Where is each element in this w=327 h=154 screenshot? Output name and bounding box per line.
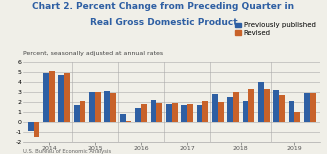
Bar	[187, 104, 193, 122]
Bar	[218, 102, 224, 122]
Bar	[64, 73, 70, 122]
Bar	[95, 92, 101, 122]
Text: Real Gross Domestic Product: Real Gross Domestic Product	[90, 18, 237, 27]
Text: U.S. Bureau of Economic Analysis: U.S. Bureau of Economic Analysis	[23, 149, 111, 154]
Bar	[59, 75, 64, 122]
Bar	[264, 89, 269, 122]
Bar	[89, 92, 95, 122]
Bar	[197, 105, 202, 122]
Bar	[212, 94, 218, 122]
Bar	[243, 101, 249, 122]
Bar	[258, 82, 264, 122]
Bar	[110, 93, 116, 122]
Bar	[227, 97, 233, 122]
Text: Percent, seasonally adjusted at annual rates: Percent, seasonally adjusted at annual r…	[23, 51, 163, 56]
Bar	[156, 103, 162, 122]
Text: Chart 2. Percent Change from Preceding Quarter in: Chart 2. Percent Change from Preceding Q…	[32, 2, 295, 10]
Bar	[43, 73, 49, 122]
Bar	[304, 93, 310, 122]
Bar	[294, 112, 300, 122]
Bar	[135, 108, 141, 122]
Bar	[202, 101, 208, 122]
Bar	[181, 105, 187, 122]
Bar	[279, 95, 285, 122]
Bar	[141, 104, 147, 122]
Bar	[172, 103, 178, 122]
Bar	[126, 121, 131, 122]
Bar	[249, 89, 254, 122]
Bar	[80, 101, 85, 122]
Legend: Previously published, Revised: Previously published, Revised	[233, 21, 317, 38]
Bar	[166, 104, 172, 122]
Bar	[28, 122, 34, 131]
Bar	[310, 93, 316, 122]
Bar	[273, 90, 279, 122]
Bar	[74, 105, 80, 122]
Bar	[34, 122, 40, 137]
Bar	[288, 101, 294, 122]
Bar	[120, 114, 126, 122]
Bar	[105, 91, 110, 122]
Bar	[233, 92, 239, 122]
Bar	[49, 71, 55, 122]
Bar	[150, 100, 156, 122]
